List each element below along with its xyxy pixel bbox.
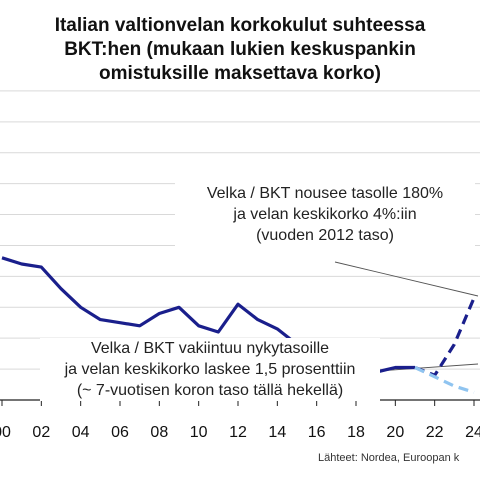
x-tick-label: 22 [426, 424, 444, 441]
x-tick-label: 24 [465, 424, 480, 441]
chart-title: Italian valtionvelan korkokulut suhteess… [0, 14, 480, 86]
x-tick-label: 18 [347, 424, 365, 441]
annotation-lower: Velka / BKT vakiintuu nykytasoille ja ve… [40, 338, 380, 401]
annotation-lower-line-2: ja velan keskikorko laskee 1,5 prosentti… [64, 361, 356, 378]
source-note: Lähteet: Nordea, Euroopan k [318, 452, 460, 464]
leader-line-upper [334, 261, 479, 297]
annotation-lower-line-3: (~ 7-vuotisen koron taso tällä hekellä) [76, 382, 344, 399]
x-tick-label: 08 [150, 424, 168, 441]
series-line-scenario_up [414, 297, 476, 377]
title-line-2: BKT:hen (mukaan lukien keskuspankin [64, 39, 416, 60]
x-tick-label: 20 [386, 424, 404, 441]
x-tick-label: 04 [72, 424, 90, 441]
series-line-scenario_flat [414, 366, 475, 394]
x-tick-label: 06 [111, 424, 129, 441]
x-tick-label: 12 [229, 424, 247, 441]
annotation-lower-line-1: Velka / BKT vakiintuu nykytasoille [90, 340, 330, 357]
x-tick-label: 02 [32, 424, 50, 441]
x-tick-label: 10 [190, 424, 208, 441]
leader-line-lower [377, 363, 479, 372]
annotation-upper: Velka / BKT nousee tasolle 180% ja velan… [175, 183, 475, 246]
title-line-3: omistuksille maksettava korko) [99, 63, 381, 84]
x-tick-label: 14 [268, 424, 286, 441]
annotation-upper-line-3: (vuoden 2012 taso) [256, 227, 394, 244]
x-tick-label: 00 [0, 424, 11, 441]
annotation-upper-line-2: ja velan keskikorko 4%:iin [233, 206, 417, 223]
title-line-1: Italian valtionvelan korkokulut suhteess… [54, 15, 426, 36]
x-tick-label: 16 [308, 424, 326, 441]
annotation-upper-line-1: Velka / BKT nousee tasolle 180% [206, 185, 444, 202]
